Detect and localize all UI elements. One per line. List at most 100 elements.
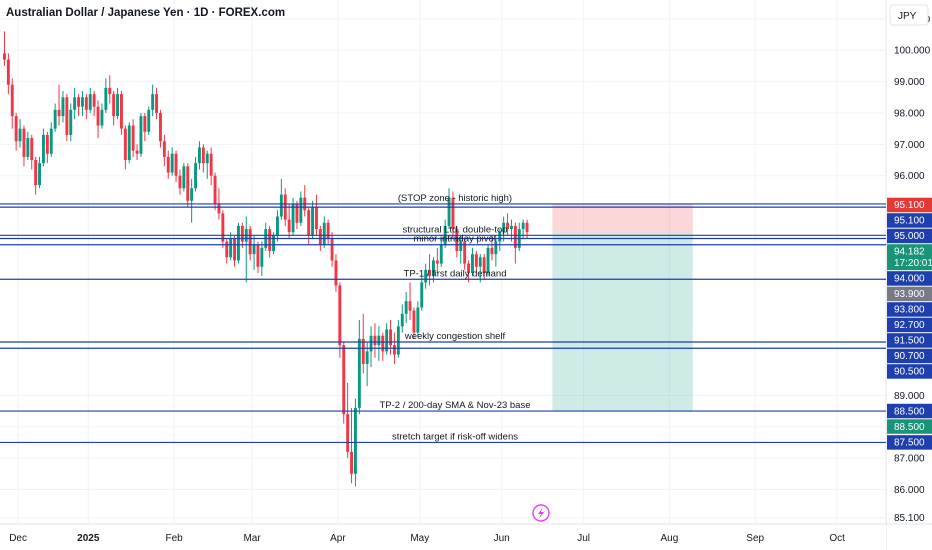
candle-body [474, 254, 478, 267]
candle-body [510, 225, 513, 230]
candle-body [84, 97, 88, 110]
price-tag [887, 348, 932, 364]
candle-body [467, 263, 470, 273]
candle-body [291, 203, 295, 233]
candle-body [205, 153, 209, 164]
candle-body [209, 153, 213, 176]
candle-body [295, 203, 299, 223]
candle-body [170, 153, 174, 173]
candle-body [287, 219, 291, 233]
candle-body [326, 222, 330, 239]
candle-body [159, 112, 162, 142]
candle-body [260, 247, 264, 267]
price-tick-label: 96.000 [894, 171, 925, 182]
time-tick-label: Mar [243, 533, 261, 544]
candle-body [272, 235, 275, 252]
time-tick-label: Dec [9, 533, 27, 544]
price-tag-label: 87.500 [894, 438, 925, 449]
candle-body [506, 222, 509, 230]
candle-body [322, 222, 326, 245]
lightning-icon[interactable] [532, 504, 550, 522]
candle-body [14, 116, 18, 142]
candle-body [26, 138, 30, 157]
candle-body [248, 229, 252, 255]
candle-body [357, 338, 361, 408]
time-axis[interactable] [0, 524, 886, 550]
short-position-tool[interactable] [552, 203, 693, 412]
price-tag-label: 94.182 [894, 247, 925, 258]
candle-body [502, 222, 506, 233]
candle-body [311, 207, 314, 236]
reward-zone[interactable] [552, 232, 693, 412]
price-tag [887, 271, 932, 286]
candle-body [116, 94, 119, 117]
candle-body [471, 254, 474, 273]
price-tag-label: 95.100 [894, 216, 925, 227]
candle-body [494, 241, 498, 255]
candle-body [34, 160, 38, 186]
candle-body [408, 301, 412, 311]
candle-body [268, 229, 272, 252]
price-tag [887, 364, 932, 379]
candle-body [65, 97, 69, 135]
level-label: TP-1 / first daily demand [404, 268, 507, 279]
price-tag [887, 244, 932, 271]
price-tag [887, 302, 932, 317]
candle-body [108, 87, 112, 95]
candle-body [131, 125, 135, 151]
candle-body [389, 329, 392, 346]
candle-body [77, 97, 80, 107]
level-label: TP-2 / 200-day SMA & Nov-23 base [379, 400, 530, 411]
level-label: (STOP zone - historic high) [398, 193, 512, 204]
candle-body [513, 225, 517, 248]
price-tag [887, 403, 932, 419]
time-tick-label: Aug [661, 533, 679, 544]
candle-body [240, 225, 244, 242]
countdown-label: 17:20:01 [894, 258, 932, 269]
candle-body [174, 153, 178, 176]
price-tag-label: 93.900 [894, 289, 925, 300]
candle-body [147, 109, 151, 132]
candle-body [194, 163, 197, 189]
horizontal-levels[interactable]: (STOP zone - historic high) structural Lt… [0, 193, 886, 444]
candle-body [61, 97, 65, 117]
risk-zone[interactable] [552, 203, 693, 233]
candle-body [521, 222, 525, 230]
candle-body [233, 238, 236, 261]
currency-button[interactable]: JPY [889, 4, 929, 26]
candle-body [424, 269, 428, 283]
candle-body [361, 338, 365, 364]
time-tick-label: 2025 [77, 533, 100, 544]
candle-body [42, 134, 45, 164]
candle-body [104, 87, 108, 110]
candle-body [381, 335, 385, 352]
candle-body [404, 301, 408, 314]
candle-body [123, 128, 127, 161]
candle-body [299, 197, 303, 223]
candle-body [463, 241, 467, 264]
candle-body [10, 84, 14, 117]
candle-body [490, 247, 494, 255]
candle-body [346, 414, 350, 452]
candle-body [318, 229, 322, 245]
price-tag-label: 90.700 [894, 351, 925, 362]
candle-body [416, 307, 420, 333]
plot-area[interactable] [0, 0, 886, 524]
candle-body [151, 94, 155, 110]
price-tick-label: 97.000 [894, 140, 925, 151]
price-tick-label: 89.000 [894, 391, 925, 402]
price-tag [887, 213, 932, 228]
candle-body [88, 94, 92, 110]
candle-body [354, 407, 357, 474]
level-label: minor intraday pivot [414, 234, 497, 245]
candle-body [365, 351, 369, 364]
candle-body [279, 194, 283, 217]
price-tag-label: 88.500 [894, 406, 925, 417]
candle-body [330, 238, 334, 261]
price-tag [887, 228, 932, 244]
candle-body [53, 109, 57, 129]
candle-body [412, 310, 416, 333]
candle-body [127, 125, 131, 161]
